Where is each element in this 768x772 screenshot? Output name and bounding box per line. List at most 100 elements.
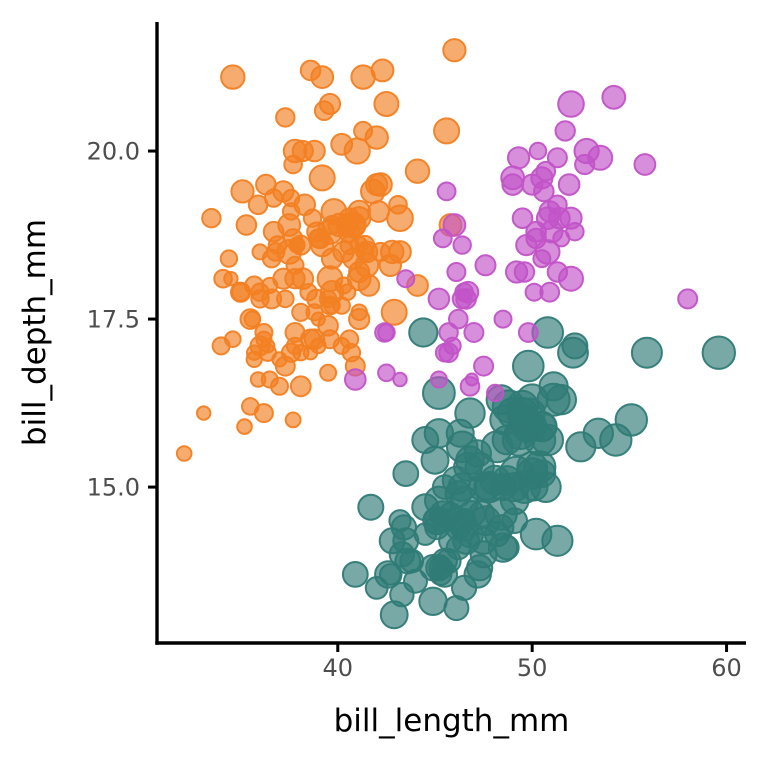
x-tick-label: 50: [517, 654, 548, 682]
data-point: [535, 160, 557, 182]
data-point: [388, 541, 416, 568]
points-layer: [175, 38, 736, 630]
data-point: [512, 349, 545, 383]
data-point: [175, 445, 193, 462]
data-point: [404, 158, 431, 184]
data-point: [486, 383, 505, 403]
data-point: [249, 371, 267, 388]
data-point: [500, 165, 526, 191]
data-point: [230, 179, 255, 204]
data-point: [442, 213, 467, 237]
data-point: [308, 164, 336, 192]
data-point: [276, 289, 295, 309]
data-point: [419, 554, 447, 582]
data-point: [701, 335, 736, 370]
data-point: [523, 423, 557, 457]
data-point: [511, 207, 534, 229]
data-point: [677, 288, 699, 310]
data-point: [614, 403, 648, 437]
data-point: [557, 173, 581, 196]
data-point: [211, 336, 231, 356]
data-point: [332, 296, 351, 315]
data-point: [438, 322, 459, 343]
data-point: [408, 317, 439, 348]
y-axis-ticks: 15.0 17.5 20.0: [87, 138, 157, 502]
x-axis-ticks: 40 50 60: [323, 643, 742, 682]
data-point: [528, 141, 548, 161]
data-point: [230, 281, 252, 303]
data-point: [517, 322, 539, 343]
data-point: [557, 90, 585, 118]
data-point: [299, 283, 318, 302]
data-point: [487, 514, 515, 541]
data-point: [582, 417, 614, 449]
data-point: [446, 262, 467, 282]
data-point: [341, 561, 369, 588]
data-point: [535, 206, 560, 230]
data-point: [525, 227, 547, 250]
data-point: [253, 403, 274, 424]
data-point: [442, 38, 467, 63]
data-point: [379, 563, 402, 586]
data-point: [433, 117, 461, 145]
data-point: [223, 271, 239, 287]
data-point: [633, 153, 657, 176]
data-point: [473, 355, 495, 377]
data-point: [377, 363, 396, 383]
data-point: [452, 235, 472, 255]
data-point: [545, 384, 577, 416]
data-point: [554, 120, 576, 142]
data-point: [284, 268, 306, 290]
data-point: [255, 173, 277, 196]
data-point: [243, 310, 262, 328]
data-point: [454, 397, 486, 429]
data-point: [514, 397, 546, 429]
data-point: [318, 92, 342, 116]
data-point: [293, 193, 317, 217]
data-point: [493, 309, 513, 329]
data-point: [275, 107, 296, 128]
data-point: [438, 342, 459, 364]
data-point: [367, 200, 391, 223]
data-point: [601, 84, 627, 110]
data-point: [348, 308, 371, 331]
data-point: [587, 144, 614, 171]
data-point: [250, 289, 270, 309]
data-point: [373, 91, 400, 117]
data-point: [377, 323, 396, 342]
data-point: [546, 147, 568, 169]
x-axis-title: bill_length_mm: [334, 703, 570, 739]
data-point: [427, 287, 451, 311]
data-point: [459, 376, 481, 397]
data-point: [396, 269, 416, 289]
data-point: [513, 261, 536, 283]
data-point: [219, 249, 239, 268]
y-tick-label: 17.5: [87, 306, 140, 334]
data-point: [319, 363, 338, 382]
data-point: [344, 368, 367, 391]
data-point: [310, 337, 327, 355]
data-point: [274, 355, 296, 377]
data-point: [390, 514, 418, 541]
data-point: [451, 288, 473, 310]
data-point: [350, 64, 376, 90]
data-point: [436, 181, 457, 202]
data-point: [506, 146, 531, 170]
data-point: [355, 240, 379, 264]
data-point: [338, 207, 361, 229]
data-point: [353, 120, 374, 141]
data-point: [247, 194, 269, 216]
data-point: [418, 586, 448, 616]
data-point: [463, 560, 492, 589]
data-point: [533, 180, 555, 203]
data-point: [527, 459, 557, 489]
data-point: [368, 172, 393, 197]
data-point: [380, 298, 408, 326]
data-point: [463, 322, 485, 343]
data-point: [310, 65, 335, 89]
data-point: [565, 222, 585, 242]
data-point: [201, 208, 222, 229]
data-point: [392, 460, 420, 488]
data-point: [220, 64, 246, 90]
